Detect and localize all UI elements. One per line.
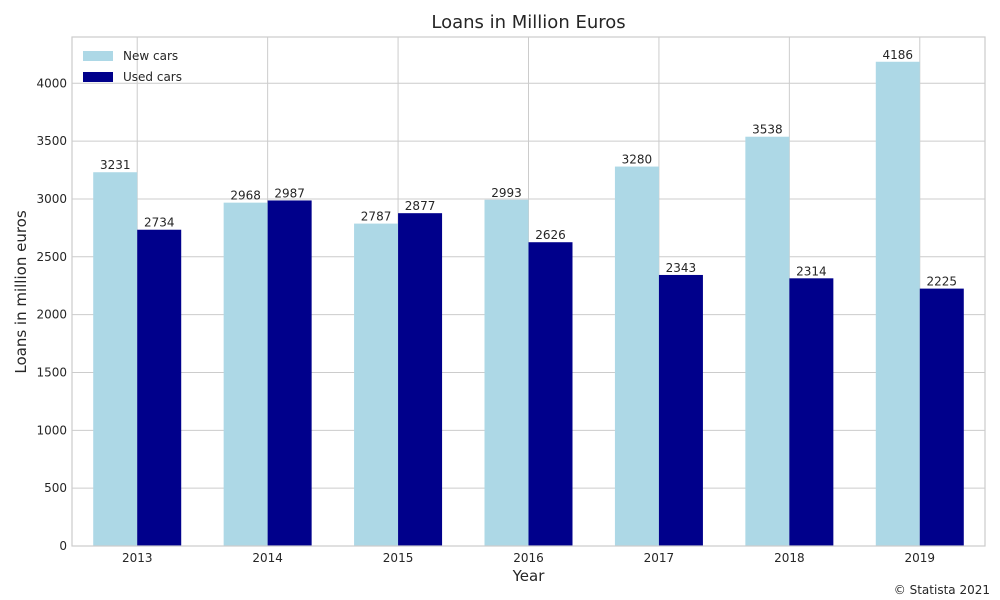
bar-new-cars	[93, 172, 138, 546]
data-labels: 3231 2968 2787 2993 3280 3538 4186 2734 2987 2877…	[100, 48, 957, 289]
data-label-used-cars: 2877	[405, 199, 436, 213]
y-axis-label: Loans in million euros	[12, 210, 30, 373]
bar-used-cars	[398, 213, 443, 546]
x-axis-label: Year	[512, 567, 546, 585]
bar-new-cars	[875, 61, 920, 546]
y-axis-ticks: 0 500 1000 1500 2000 2500 3000 3500 4000	[36, 76, 67, 553]
y-tick-label: 2500	[36, 250, 67, 264]
bar-used-cars	[919, 288, 964, 546]
bar-new-cars	[484, 199, 529, 546]
bar-used-cars	[789, 278, 834, 546]
data-label-new-cars: 4186	[883, 48, 914, 62]
bar-used-cars	[658, 274, 703, 546]
bar-used-cars	[137, 229, 182, 547]
legend-label-new-cars: New cars	[123, 49, 178, 63]
y-tick-label: 4000	[36, 76, 67, 90]
y-tick-label: 500	[44, 481, 67, 495]
data-label-used-cars: 2225	[927, 275, 958, 289]
x-tick-label: 2019	[905, 551, 936, 565]
bar-new-cars	[223, 202, 268, 546]
credit-text: © Statista 2021	[894, 583, 990, 597]
data-label-new-cars: 3280	[622, 153, 653, 167]
bar-new-cars	[745, 136, 790, 547]
data-label-used-cars: 2343	[666, 261, 697, 275]
y-tick-label: 1000	[36, 423, 67, 437]
data-label-new-cars: 3538	[752, 123, 783, 137]
data-label-used-cars: 2314	[796, 264, 827, 278]
data-label-used-cars: 2987	[274, 186, 305, 200]
x-tick-label: 2015	[383, 551, 414, 565]
bar-new-cars	[614, 166, 659, 546]
x-tick-label: 2018	[774, 551, 805, 565]
legend: New cars Used cars	[83, 49, 182, 84]
data-label-new-cars: 2968	[230, 189, 261, 203]
y-tick-label: 2000	[36, 308, 67, 322]
x-tick-label: 2017	[644, 551, 675, 565]
y-tick-label: 3500	[36, 134, 67, 148]
y-tick-label: 1500	[36, 365, 67, 379]
data-label-new-cars: 2993	[491, 186, 522, 200]
x-tick-label: 2013	[122, 551, 153, 565]
bars	[93, 61, 964, 547]
legend-swatch-used-cars	[83, 72, 113, 82]
legend-swatch-new-cars	[83, 51, 113, 61]
data-label-used-cars: 2626	[535, 228, 566, 242]
bar-used-cars	[267, 200, 312, 546]
bar-used-cars	[528, 242, 573, 546]
legend-label-used-cars: Used cars	[123, 70, 182, 84]
data-label-new-cars: 2787	[361, 210, 392, 224]
chart-title: Loans in Million Euros	[431, 12, 625, 33]
x-tick-label: 2016	[513, 551, 544, 565]
y-tick-label: 0	[59, 539, 67, 553]
x-axis-ticks: 2013 2014 2015 2016 2017 2018 2019	[122, 551, 935, 565]
y-tick-label: 3000	[36, 192, 67, 206]
data-label-new-cars: 3231	[100, 158, 131, 172]
x-tick-label: 2014	[252, 551, 283, 565]
bar-new-cars	[354, 223, 399, 546]
plot-frame	[71, 36, 986, 547]
data-label-used-cars: 2734	[144, 216, 175, 230]
